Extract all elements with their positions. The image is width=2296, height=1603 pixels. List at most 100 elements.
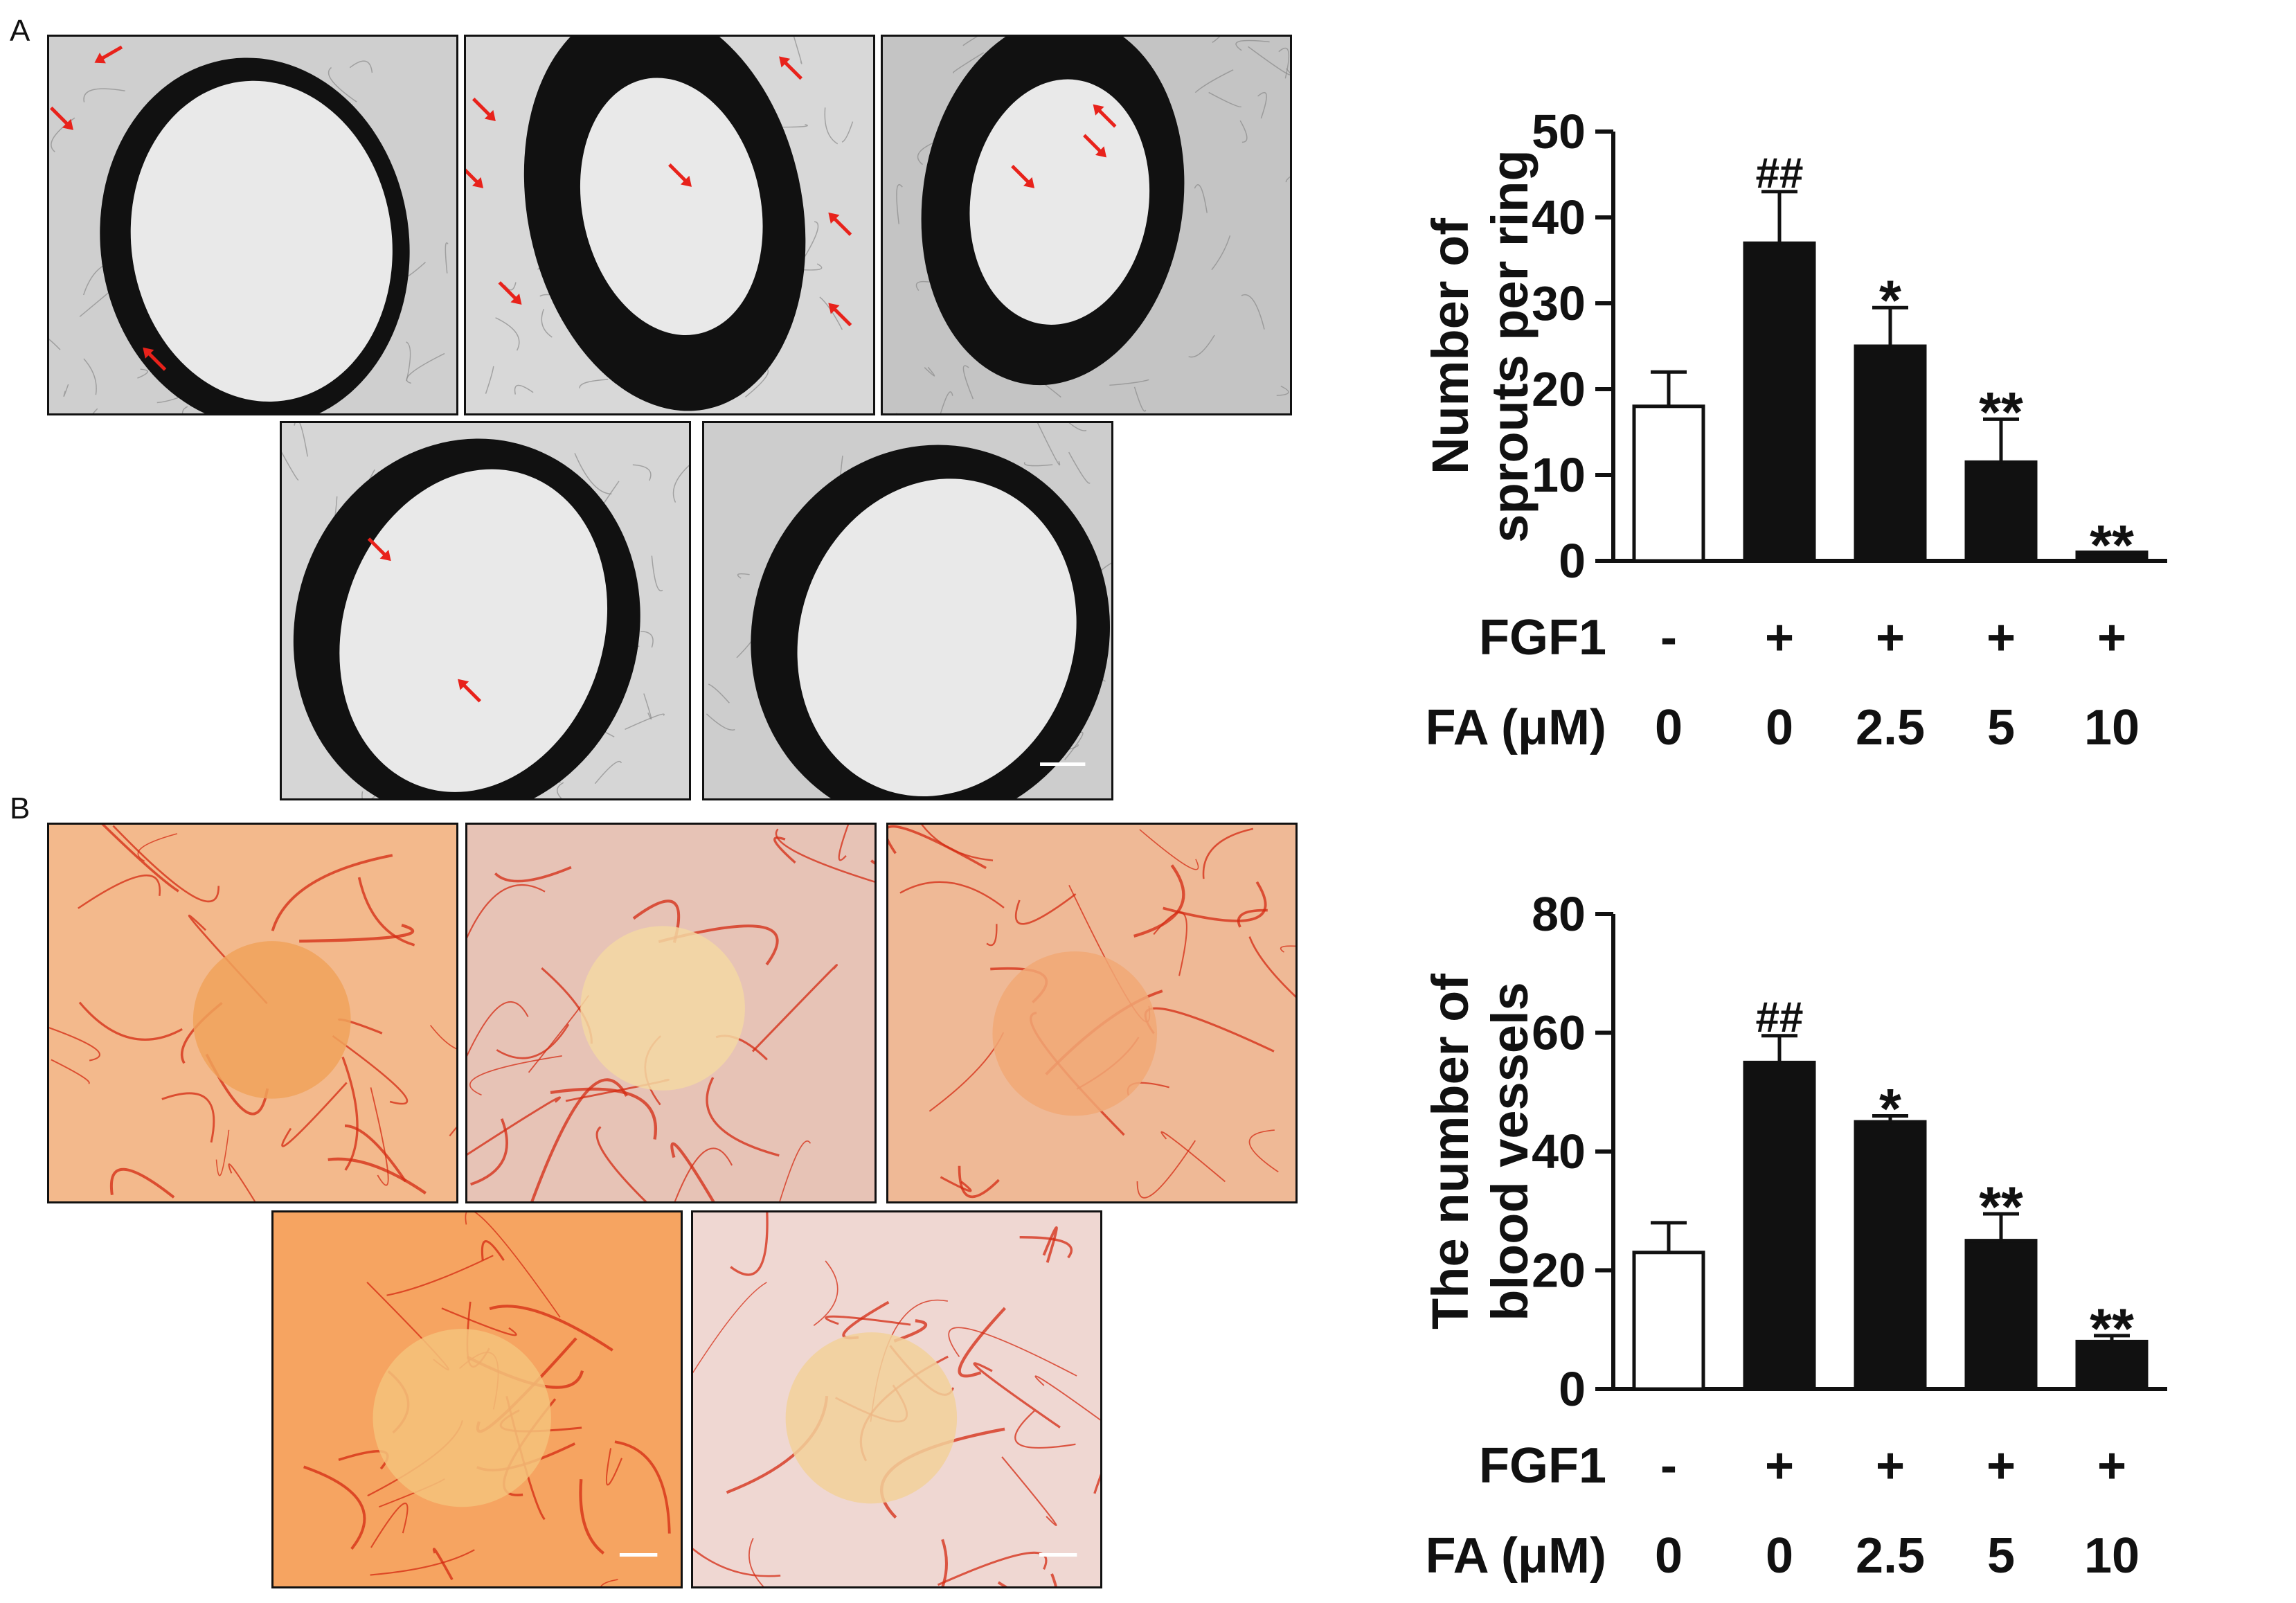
red-arrow-icon: [94, 45, 123, 64]
blood-vessel: [370, 1503, 409, 1548]
vessels-bar-chart: The number of blood vessels 0 20 40 60 80 ## * **…: [1419, 859, 2285, 1584]
blood-vessel: [1202, 827, 1254, 879]
blood-vessel: [706, 1077, 780, 1157]
blood-vessel: [1280, 945, 1295, 953]
condition-row-label-2: FA (μM): [1426, 700, 1606, 755]
aortic-ring-photo-3: [881, 35, 1292, 415]
condition-value: -: [1660, 610, 1677, 665]
blood-vessel: [775, 828, 875, 883]
blood-vessel: [429, 1025, 456, 1050]
blood-vessel: [748, 1538, 764, 1586]
bar: [1632, 1251, 1705, 1391]
condition-value: -: [1660, 1438, 1677, 1494]
y-axis-label-line-1: Number of: [1421, 218, 1479, 474]
blood-vessel: [1014, 1410, 1076, 1449]
blood-vessel: [481, 1240, 505, 1262]
panel-a-label: A: [10, 14, 30, 48]
blood-vessel: [670, 1142, 715, 1201]
blood-vessel: [605, 1448, 622, 1486]
ring-lumen: [130, 80, 393, 402]
blood-vessel: [986, 924, 998, 947]
blood-vessel: [441, 1307, 517, 1336]
blood-vessel: [465, 1212, 561, 1318]
significance-mark: **: [2090, 514, 2134, 577]
blood-vessel: [1136, 1140, 1196, 1199]
red-arrow-icon: [1011, 164, 1035, 188]
blood-vessel: [813, 1260, 838, 1326]
significance-mark: **: [1979, 1176, 2023, 1239]
blood-vessel: [1093, 1474, 1100, 1494]
blood-vessel: [1160, 1131, 1226, 1183]
condition-value: +: [2097, 1438, 2126, 1494]
blood-vessel: [467, 1096, 561, 1156]
y-tick-label: 0: [1559, 534, 1586, 588]
bar: [2075, 550, 2149, 563]
blood-vessel: [101, 825, 179, 893]
blood-vessel: [228, 1163, 256, 1201]
y-axis-label-line-2: blood vessels: [1481, 982, 1539, 1320]
blood-vessel: [344, 1124, 407, 1183]
bar: [1743, 1060, 1816, 1391]
condition-value: 5: [1987, 700, 2015, 755]
y-axis-label-line-1: The number of: [1421, 974, 1479, 1329]
blood-vessel: [332, 1035, 409, 1105]
blood-vessel: [948, 1327, 1077, 1377]
blood-vessel: [1163, 881, 1267, 922]
blood-vessel: [161, 1092, 215, 1143]
blood-vessel: [1153, 911, 1187, 976]
y-tick-label: 0: [1559, 1362, 1586, 1416]
y-tick-label: 80: [1532, 887, 1586, 941]
blood-vessel: [888, 825, 987, 870]
bar: [1854, 344, 1927, 563]
blood-vessel: [299, 923, 415, 943]
condition-value: 10: [2084, 1528, 2140, 1584]
blood-vessel: [1248, 1129, 1279, 1173]
blood-vessel: [1019, 1235, 1073, 1259]
aortic-ring-photo-2: [464, 35, 875, 415]
blood-vessel: [937, 1551, 1048, 1586]
blood-vessel: [303, 1465, 366, 1550]
condition-value: +: [1876, 1438, 1905, 1494]
blood-vessel: [958, 1165, 1000, 1199]
blood-vessel: [78, 1001, 183, 1041]
blood-vessel: [51, 1059, 90, 1084]
bar: [1854, 1120, 1927, 1391]
blood-vessel: [467, 884, 546, 939]
blood-vessel: [693, 1548, 781, 1577]
red-arrow-icon: [50, 106, 73, 130]
blood-vessel: [1042, 1226, 1058, 1263]
blood-vessel: [997, 1573, 1057, 1586]
blood-vessel: [779, 1140, 811, 1201]
bar: [1964, 1239, 2038, 1391]
blood-vessel: [1001, 1456, 1057, 1526]
blood-vessel: [825, 1315, 911, 1326]
blood-vessel: [674, 1147, 733, 1201]
y-tick-label: 20: [1532, 1244, 1586, 1298]
aortic-ring-photo-4: [280, 421, 691, 800]
significance-mark: *: [1879, 1078, 1901, 1141]
blood-vessel: [693, 1282, 767, 1374]
blood-vessel: [1139, 829, 1199, 870]
condition-value: +: [1765, 610, 1794, 665]
blood-vessel: [751, 964, 838, 1053]
red-arrow-icon: [828, 212, 852, 236]
gelatin-sponge: [785, 1332, 958, 1504]
condition-value: +: [2097, 610, 2126, 665]
condition-value: 0: [1655, 700, 1683, 755]
blood-vessel: [530, 1078, 628, 1201]
bar: [2075, 1339, 2149, 1391]
blood-vessel: [1034, 1375, 1100, 1421]
blood-vessel: [1237, 908, 1268, 928]
bar: [1632, 404, 1705, 563]
blood-vessel: [614, 1440, 671, 1534]
red-arrow-icon: [472, 98, 496, 121]
blood-vessel: [281, 1082, 348, 1147]
significance-mark: ##: [1756, 994, 1804, 1041]
cam-photo-3: [886, 823, 1298, 1203]
bar: [1964, 460, 2038, 563]
cam-photo-5: [691, 1210, 1102, 1588]
gelatin-sponge: [992, 951, 1158, 1116]
y-tick-label: 10: [1532, 448, 1586, 502]
condition-value: 0: [1766, 1528, 1793, 1584]
blood-vessel: [489, 1305, 613, 1352]
